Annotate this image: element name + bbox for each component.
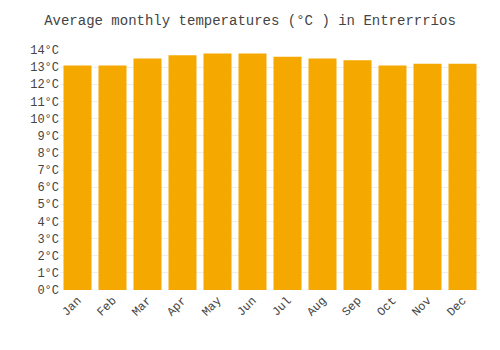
svg-text:Dec: Dec <box>444 294 469 319</box>
svg-text:Jul: Jul <box>269 294 294 319</box>
svg-text:Jan: Jan <box>59 294 84 319</box>
svg-text:4°C: 4°C <box>37 216 59 230</box>
svg-text:Oct: Oct <box>374 294 399 319</box>
svg-text:3°C: 3°C <box>37 233 59 247</box>
svg-text:13°C: 13°C <box>30 61 59 75</box>
svg-text:6°C: 6°C <box>37 181 59 195</box>
svg-text:Nov: Nov <box>409 294 434 319</box>
svg-text:8°C: 8°C <box>37 147 59 161</box>
svg-text:Jun: Jun <box>234 294 259 319</box>
svg-text:Average monthly temperatures (: Average monthly temperatures (°C ) in En… <box>44 13 456 29</box>
svg-text:Mar: Mar <box>129 294 154 319</box>
svg-text:14°C: 14°C <box>30 44 59 58</box>
svg-text:May: May <box>199 294 224 319</box>
svg-text:7°C: 7°C <box>37 164 59 178</box>
svg-text:Aug: Aug <box>304 294 329 319</box>
svg-text:0°C: 0°C <box>37 284 59 298</box>
svg-text:12°C: 12°C <box>30 78 59 92</box>
svg-text:10°C: 10°C <box>30 113 59 127</box>
svg-text:Feb: Feb <box>94 294 119 319</box>
svg-text:9°C: 9°C <box>37 130 59 144</box>
svg-text:2°C: 2°C <box>37 250 59 264</box>
svg-text:5°C: 5°C <box>37 198 59 212</box>
svg-text:Sep: Sep <box>339 294 364 319</box>
svg-text:11°C: 11°C <box>30 96 59 110</box>
svg-text:Apr: Apr <box>164 294 189 319</box>
svg-text:1°C: 1°C <box>37 267 59 281</box>
